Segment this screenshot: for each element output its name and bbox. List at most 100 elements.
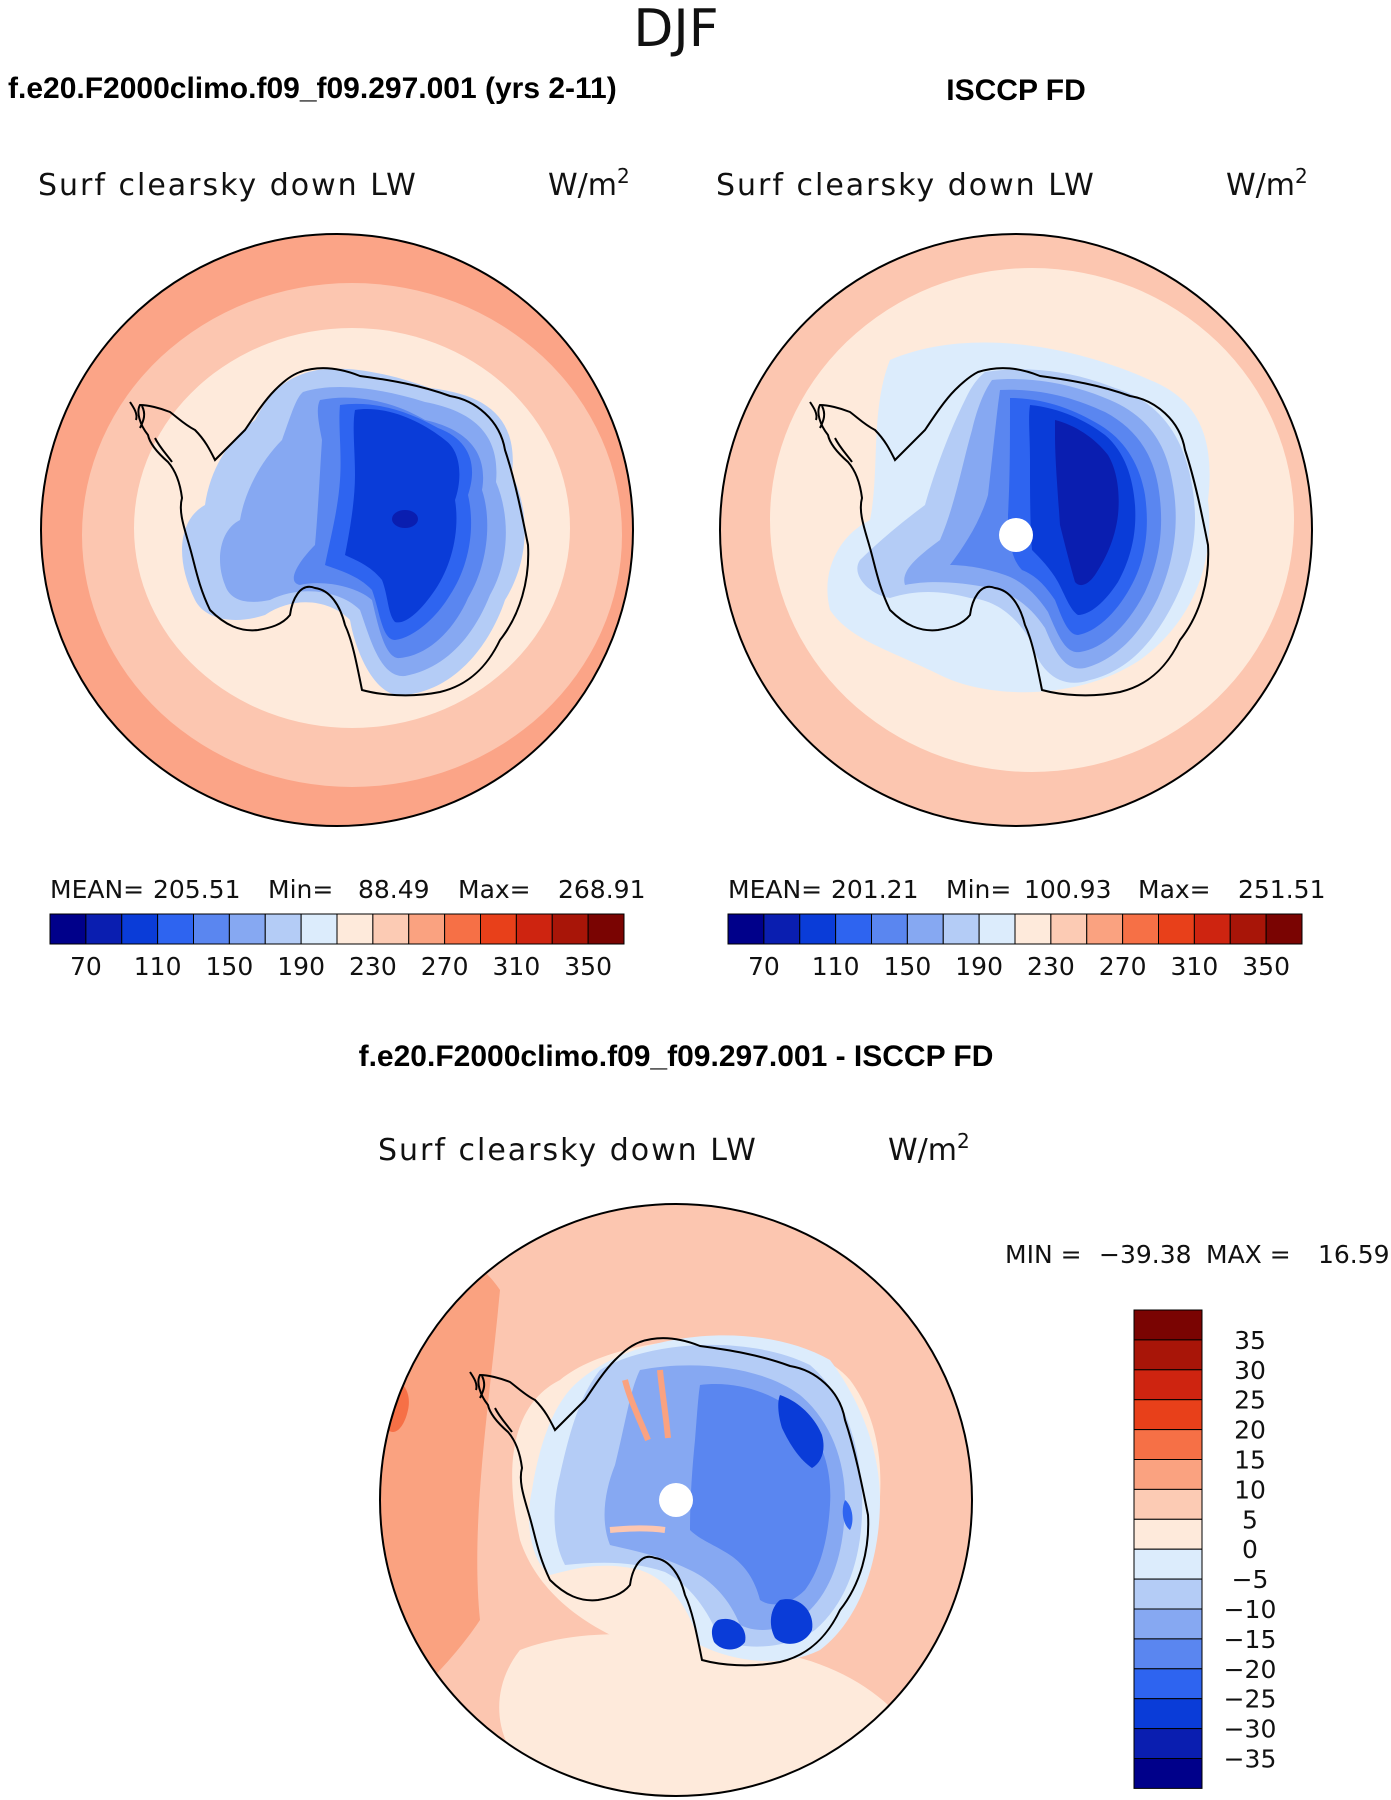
colorbar-swatch <box>799 913 837 945</box>
panel-obs: ISCCP FD Surf clearsky down LW W/m2 MEAN… <box>716 74 1325 981</box>
colorbar-tick-label: 270 <box>1099 952 1147 981</box>
colorbar-model: 70 110 150 190 230 270 310 350 <box>49 913 625 981</box>
colorbar-swatch <box>1158 913 1195 945</box>
colorbar-swatch <box>1133 1339 1203 1371</box>
colorbar-swatch <box>1133 1668 1203 1700</box>
colorbar-tick-label: 190 <box>955 952 1003 981</box>
colorbar-swatch <box>1122 913 1159 945</box>
colorbar-tick-label: −35 <box>1224 1745 1277 1774</box>
colorbar-swatch <box>1133 1488 1203 1520</box>
panel-obs-variable: Surf clearsky down LW <box>716 168 1096 203</box>
colorbar-swatch <box>193 913 230 945</box>
colorbar-swatch <box>1265 913 1303 945</box>
colorbar-swatch <box>1133 1459 1203 1490</box>
colorbar-tick-label: 35 <box>1234 1326 1266 1355</box>
colorbar-swatch <box>1133 1698 1203 1730</box>
colorbar-swatch <box>1014 913 1052 945</box>
mean-value: 205.51 <box>153 875 240 904</box>
colorbar-tick-label: 150 <box>884 952 932 981</box>
panel-obs-header: ISCCP FD <box>946 74 1085 107</box>
colorbar-swatch <box>727 913 765 945</box>
colorbar-swatch <box>1133 1548 1203 1580</box>
colorbar-tick-label: 30 <box>1234 1356 1266 1385</box>
colorbar-swatch <box>408 913 446 945</box>
colorbar-tick-label: −30 <box>1224 1715 1277 1744</box>
panel-model: f.e20.F2000climo.f09_f09.297.001 (yrs 2-… <box>8 72 645 981</box>
colorbar-swatch <box>763 913 801 945</box>
mean-value: 201.21 <box>831 875 918 904</box>
colorbar-tick-label: 310 <box>1171 952 1219 981</box>
colorbar-tick-label: −5 <box>1232 1565 1269 1594</box>
colorbar-tick-label: −10 <box>1224 1595 1277 1624</box>
colorbar-swatch <box>1050 913 1088 945</box>
page-title: DJF <box>633 0 718 59</box>
colorbar-tick-label: −20 <box>1224 1655 1277 1684</box>
panel-diff-variable: Surf clearsky down LW <box>378 1133 758 1168</box>
colorbar-swatch <box>1133 1638 1203 1670</box>
stats-obs: MEAN= 201.21 Min= 100.93 Max= 251.51 <box>728 875 1325 904</box>
panel-model-header: f.e20.F2000climo.f09_f09.297.001 (yrs 2-… <box>8 72 617 105</box>
colorbar-tick-label: 350 <box>564 952 612 981</box>
stats-model: MEAN= 205.51 Min= 88.49 Max= 268.91 <box>50 875 645 904</box>
colorbar-swatch <box>1229 913 1267 945</box>
colorbar-swatch <box>444 913 481 945</box>
max-label: MAX = <box>1206 1240 1291 1269</box>
panel-diff: f.e20.F2000climo.f09_f09.297.001 - ISCCP… <box>359 1040 1390 1797</box>
polar-map-obs <box>719 233 1313 827</box>
colorbar-tick-label: 110 <box>812 952 860 981</box>
colorbar-swatch <box>1133 1728 1203 1759</box>
panel-model-units: W/m2 <box>548 164 630 203</box>
polar-map-diff <box>379 1203 973 1797</box>
colorbar-swatch <box>480 913 517 945</box>
colorbar-swatch <box>157 913 194 945</box>
colorbar-swatch <box>228 913 266 945</box>
colorbar-tick-label: 150 <box>206 952 254 981</box>
colorbar-tick-label: 25 <box>1234 1386 1266 1415</box>
colorbar-tick-label: −25 <box>1224 1685 1277 1714</box>
mean-label: MEAN= <box>50 875 144 904</box>
panel-model-variable: Surf clearsky down LW <box>38 168 418 203</box>
colorbar-tick-label: 5 <box>1242 1505 1258 1534</box>
colorbar-tick-label: 0 <box>1242 1535 1258 1564</box>
stats-diff: MIN = −39.38 MAX = 16.59 <box>1005 1240 1390 1269</box>
max-value: 268.91 <box>558 875 645 904</box>
colorbar-obs: 70 110 150 190 230 270 310 350 <box>727 913 1303 981</box>
colorbar-swatch <box>978 913 1016 945</box>
colorbar-tick-label: 230 <box>1027 952 1075 981</box>
panel-diff-units: W/m2 <box>888 1129 970 1168</box>
colorbar-tick-label: 15 <box>1234 1446 1266 1475</box>
colorbar-swatch <box>300 913 338 945</box>
colorbar-tick-label: 70 <box>70 952 102 981</box>
min-label: Min= <box>268 875 333 904</box>
colorbar-swatch <box>49 913 87 945</box>
colorbar-tick-label: 270 <box>421 952 469 981</box>
panel-diff-header: f.e20.F2000climo.f09_f09.297.001 - ISCCP… <box>359 1040 994 1073</box>
colorbar-swatch <box>1133 1309 1203 1341</box>
colorbar-swatch <box>942 913 980 945</box>
colorbar-tick-label: 10 <box>1234 1475 1266 1504</box>
colorbar-swatch <box>336 913 374 945</box>
colorbar-swatch <box>515 913 553 945</box>
polar-map-model <box>40 233 634 827</box>
colorbar-swatch <box>871 913 908 945</box>
colorbar-tick-label: 190 <box>277 952 325 981</box>
colorbar-swatch <box>1133 1608 1203 1640</box>
colorbar-tick-label: 110 <box>134 952 182 981</box>
max-label: Max= <box>458 875 531 904</box>
max-value: 16.59 <box>1318 1240 1390 1269</box>
colorbar-tick-label: 350 <box>1242 952 1290 981</box>
colorbar-swatch <box>906 913 944 945</box>
colorbar-swatch <box>1133 1369 1203 1401</box>
colorbar-tick-label: 20 <box>1234 1416 1266 1445</box>
mean-label: MEAN= <box>728 875 822 904</box>
colorbar-swatch <box>264 913 302 945</box>
colorbar-swatch <box>372 913 410 945</box>
min-label: Min= <box>946 875 1011 904</box>
colorbar-swatch <box>85 913 123 945</box>
colorbar-swatch <box>1133 1429 1203 1460</box>
colorbar-tick-label: 310 <box>493 952 541 981</box>
colorbar-tick-label: −15 <box>1224 1625 1277 1654</box>
panel-obs-units: W/m2 <box>1226 164 1308 203</box>
